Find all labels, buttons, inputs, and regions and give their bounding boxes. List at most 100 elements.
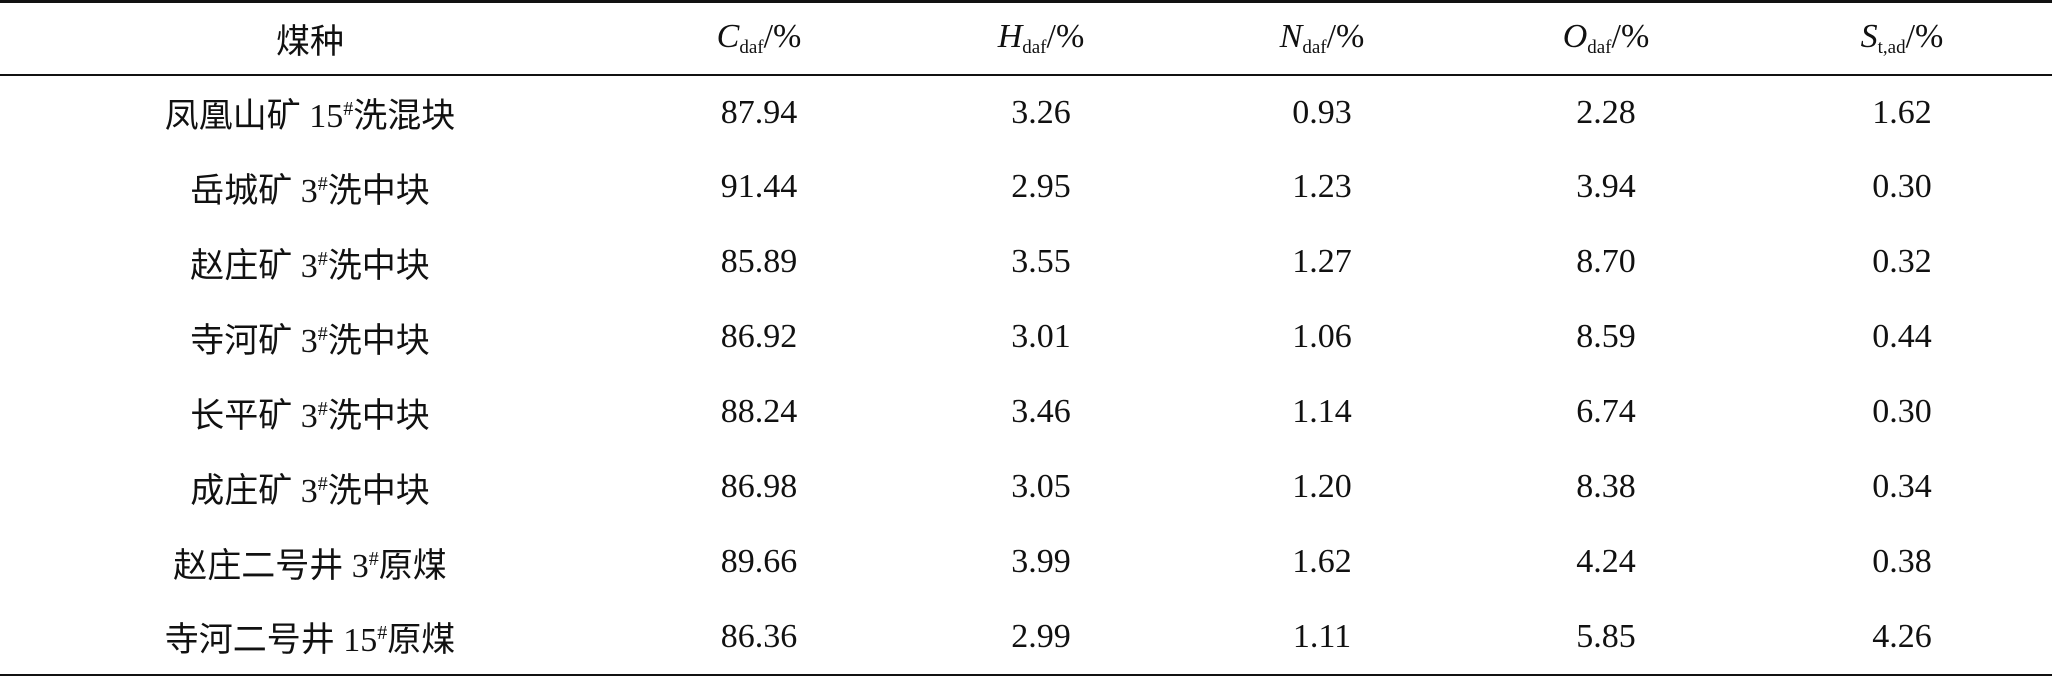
header-unit: /% (1046, 17, 1085, 55)
value-cell: 88.24 (720, 393, 798, 430)
table-row: 赵庄二号井 3#原煤 89.66 3.99 1.62 4.24 0.38 (0, 525, 2052, 600)
table-row: 寺河矿 3#洗中块 86.92 3.01 1.06 8.59 0.44 (0, 300, 2052, 375)
value-cell: 86.36 (720, 617, 798, 655)
value-cell: 1.62 (1292, 543, 1352, 580)
value-cell: 2.28 (1576, 93, 1636, 131)
coal-name: 岳城矿 3 (190, 172, 318, 210)
value-cell: 3.55 (1011, 243, 1071, 280)
header-subscript: daf (1587, 36, 1612, 58)
value-cell: 1.11 (1292, 617, 1352, 655)
header-unit: /% (1611, 17, 1650, 55)
header-text: 煤种 (276, 23, 344, 61)
value-cell: 8.59 (1576, 318, 1636, 355)
coal-name-suffix: 洗中块 (327, 172, 430, 210)
header-cell: Odaf/% (1460, 1, 1752, 76)
coal-name-cell: 寺河二号井 15#原煤 (0, 600, 620, 675)
coal-name: 寺河二号井 15 (164, 622, 378, 659)
coal-name: 寺河矿 3 (190, 322, 318, 360)
value-cell: 1.20 (1292, 468, 1352, 505)
table-row: 岳城矿 3#洗中块 91.44 2.95 1.23 3.94 0.30 (0, 150, 2052, 225)
header-unit: /% (763, 17, 802, 55)
header-subscript: daf (1302, 36, 1327, 58)
value-cell: 87.94 (720, 93, 798, 131)
value-cell: 3.46 (1011, 393, 1071, 430)
coal-name-suffix: 原煤 (387, 622, 456, 659)
value-cell: 3.94 (1576, 168, 1636, 205)
coal-name-suffix: 洗中块 (327, 322, 430, 360)
coal-seam-mark: # (317, 472, 328, 495)
header-row: 煤种 Cdaf/% Hdaf/% Ndaf/% Odaf/% St,ad/% (0, 1, 2052, 76)
coal-name: 凤凰山矿 15 (164, 98, 344, 135)
coal-name-cell: 长平矿 3#洗中块 (0, 375, 620, 450)
table-header: 煤种 Cdaf/% Hdaf/% Ndaf/% Odaf/% St,ad/% (0, 1, 2052, 76)
coal-name: 赵庄二号井 3 (173, 547, 369, 585)
coal-seam-mark: # (368, 547, 379, 570)
value-cell: 2.95 (1011, 168, 1071, 205)
value-cell: 4.26 (1872, 617, 1932, 655)
coal-name-cell: 赵庄二号井 3#原煤 (0, 525, 620, 600)
value-cell: 0.30 (1872, 393, 1932, 430)
value-cell: 0.44 (1872, 318, 1932, 355)
table-body: 凤凰山矿 15#洗混块 87.94 3.26 0.93 2.28 1.62 岳城矿 3#洗中… (0, 75, 2052, 675)
coal-name-suffix: 洗中块 (327, 397, 430, 435)
value-cell: 91.44 (720, 168, 798, 205)
value-cell: 0.34 (1872, 468, 1932, 505)
value-cell: 8.38 (1576, 468, 1636, 505)
coal-seam-mark: # (377, 622, 388, 644)
table-row: 成庄矿 3#洗中块 86.98 3.05 1.20 8.38 0.34 (0, 450, 2052, 525)
coal-seam-mark: # (317, 397, 328, 420)
value-cell: 0.30 (1872, 168, 1932, 205)
header-subscript: t,ad (1877, 36, 1906, 58)
value-cell: 4.24 (1576, 543, 1636, 580)
table-row: 赵庄矿 3#洗中块 85.89 3.55 1.27 8.70 0.32 (0, 225, 2052, 300)
header-cell: St,ad/% (1752, 1, 2052, 76)
coal-name: 成庄矿 3 (190, 472, 318, 510)
coal-name: 长平矿 3 (190, 397, 318, 435)
header-cell: Ndaf/% (1184, 1, 1460, 76)
header-symbol: S (1860, 17, 1878, 55)
coal-seam-mark: # (317, 172, 328, 195)
value-cell: 86.98 (720, 468, 798, 505)
value-cell: 3.99 (1011, 543, 1071, 580)
header-subscript: daf (1022, 36, 1047, 58)
coal-seam-mark: # (317, 247, 328, 270)
value-cell: 0.32 (1872, 243, 1932, 280)
table-row: 长平矿 3#洗中块 88.24 3.46 1.14 6.74 0.30 (0, 375, 2052, 450)
coal-name-suffix: 原煤 (378, 547, 447, 585)
value-cell: 3.01 (1011, 318, 1071, 355)
value-cell: 86.92 (720, 318, 798, 355)
value-cell: 2.99 (1011, 617, 1071, 655)
coal-name-suffix: 洗中块 (327, 247, 430, 285)
header-cell: Hdaf/% (898, 1, 1184, 76)
value-cell: 5.85 (1576, 617, 1636, 655)
header-symbol: O (1562, 17, 1588, 55)
value-cell: 1.14 (1292, 393, 1352, 430)
coal-name-cell: 寺河矿 3#洗中块 (0, 300, 620, 375)
coal-name-suffix: 洗中块 (327, 472, 430, 510)
header-cell: Cdaf/% (620, 1, 898, 76)
value-cell: 6.74 (1576, 393, 1636, 430)
value-cell: 3.26 (1011, 93, 1071, 131)
coal-name-cell: 岳城矿 3#洗中块 (0, 150, 620, 225)
value-cell: 1.06 (1292, 318, 1352, 355)
header-unit: /% (1905, 17, 1944, 55)
header-symbol: N (1279, 17, 1303, 55)
coal-name-cell: 成庄矿 3#洗中块 (0, 450, 620, 525)
coal-name-cell: 赵庄矿 3#洗中块 (0, 225, 620, 300)
value-cell: 1.27 (1292, 243, 1352, 280)
header-symbol: H (997, 17, 1023, 55)
header-cell: 煤种 (0, 1, 620, 76)
value-cell: 89.66 (720, 543, 798, 580)
value-cell: 1.62 (1872, 93, 1932, 131)
value-cell: 0.38 (1872, 543, 1932, 580)
value-cell: 8.70 (1576, 243, 1636, 280)
header-subscript: daf (739, 36, 764, 58)
header-unit: /% (1326, 17, 1365, 55)
table-row: 凤凰山矿 15#洗混块 87.94 3.26 0.93 2.28 1.62 (0, 75, 2052, 150)
coal-name-cell: 凤凰山矿 15#洗混块 (0, 75, 620, 150)
value-cell: 0.93 (1292, 93, 1352, 131)
coal-seam-mark: # (317, 322, 328, 345)
value-cell: 1.23 (1292, 168, 1352, 205)
